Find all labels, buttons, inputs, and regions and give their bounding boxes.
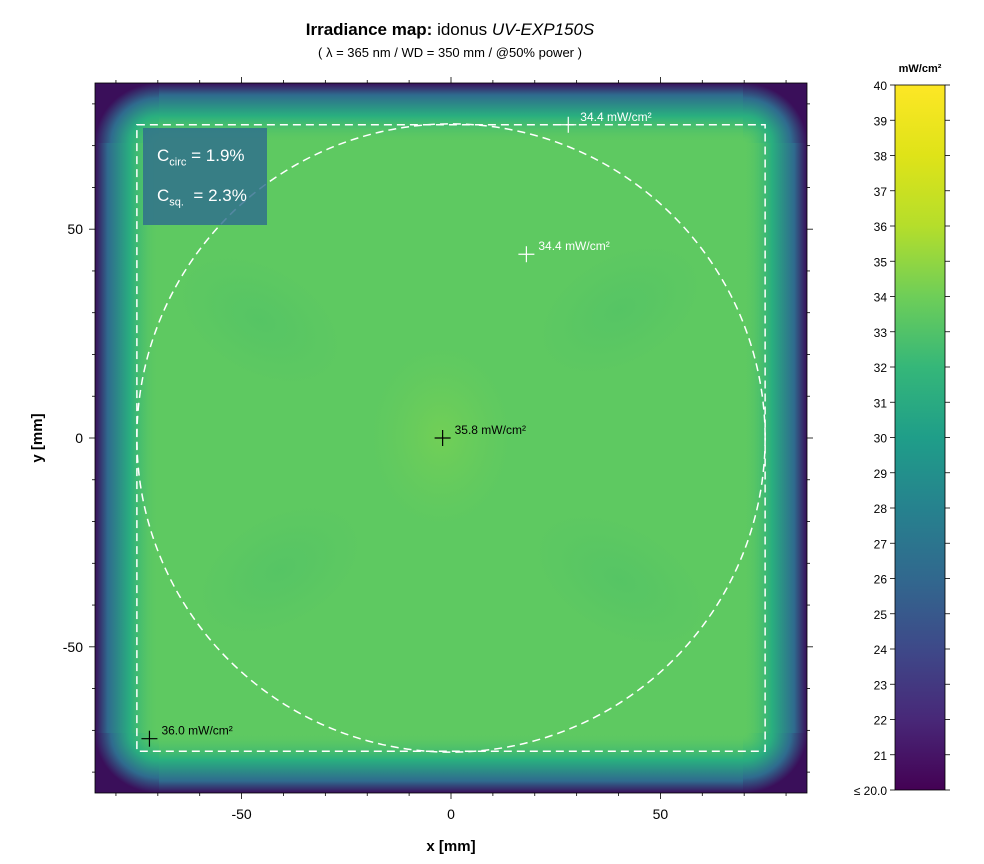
colorbar-tick-label: 29 [874,467,888,481]
colorbar-tick-label: 24 [874,643,888,657]
colorbar-label: mW/cm² [899,63,942,75]
point-label: 35.8 mW/cm² [455,423,526,437]
marked-points: 35.8 mW/cm² 34.4 mW/cm² 34.4 mW/cm² 36.0 mW… [141,110,652,747]
point-label: 34.4 mW/cm² [580,110,651,124]
marked-point: 34.4 mW/cm² [560,110,652,133]
chart-subtitle: ( λ = 365 nm / WD = 350 mm / @50% power … [318,45,582,60]
point-label: 36.0 mW/cm² [161,724,232,738]
colorbar-tick-label: 27 [874,537,888,551]
colorbar-tick-label: 26 [874,573,888,587]
x-tick-label: 0 [447,806,455,822]
colorbar-tick-label: 32 [874,361,888,375]
square-uniformity: Csq. = 2.3% [157,186,247,209]
inspection-circle [136,123,766,753]
colorbar-tick-label: 33 [874,326,888,340]
colorbar-tick-label: 23 [874,678,888,692]
colorbar-tick-label: 40 [874,79,888,93]
colorbar-tick-label: 38 [874,150,888,164]
circ-uniformity: Ccirc = 1.9% [157,146,245,169]
colorbar-tick-label: 31 [874,396,888,410]
marked-point: 34.4 mW/cm² [518,239,610,263]
x-axis-label: x [mm] [426,838,475,855]
colorbar-tick-label: 37 [874,185,888,199]
y-axis-label: y [mm] [29,413,46,462]
uniformity-metrics-box: Ccirc = 1.9% Csq. = 2.3% [143,128,267,225]
colorbar-tick-label: 39 [874,114,888,128]
x-tick-label: 50 [653,806,669,822]
colorbar-tick-label: 21 [874,749,888,763]
chart-title: Irradiance map: idonus UV-EXP150S [305,20,595,39]
colorbar-ticks: ≤ 20.0 21 22 23 24 25 26 27 28 29 30 31 32 33 34 35 36 37… [854,79,950,798]
colorbar-tick-label: 30 [874,432,888,446]
point-label: 34.4 mW/cm² [538,239,609,253]
colorbar-tick-label: 34 [874,291,888,305]
colorbar-tick-label: 28 [874,502,888,516]
y-tick-label: 0 [75,430,83,446]
y-tick-label: -50 [63,639,83,655]
marked-point: 36.0 mW/cm² [141,724,233,747]
colorbar-tick-label: ≤ 20.0 [854,784,888,798]
axis-ticks: -50 0 50 -50 0 50 [63,77,813,822]
marked-point: 35.8 mW/cm² [434,423,526,446]
x-tick-label: -50 [231,806,251,822]
colorbar-tick-label: 25 [874,608,888,622]
colorbar [894,84,946,791]
colorbar-tick-label: 36 [874,220,888,234]
colorbar-tick-label: 22 [874,714,888,728]
y-tick-label: 50 [67,221,83,237]
colorbar-tick-label: 35 [874,255,888,269]
